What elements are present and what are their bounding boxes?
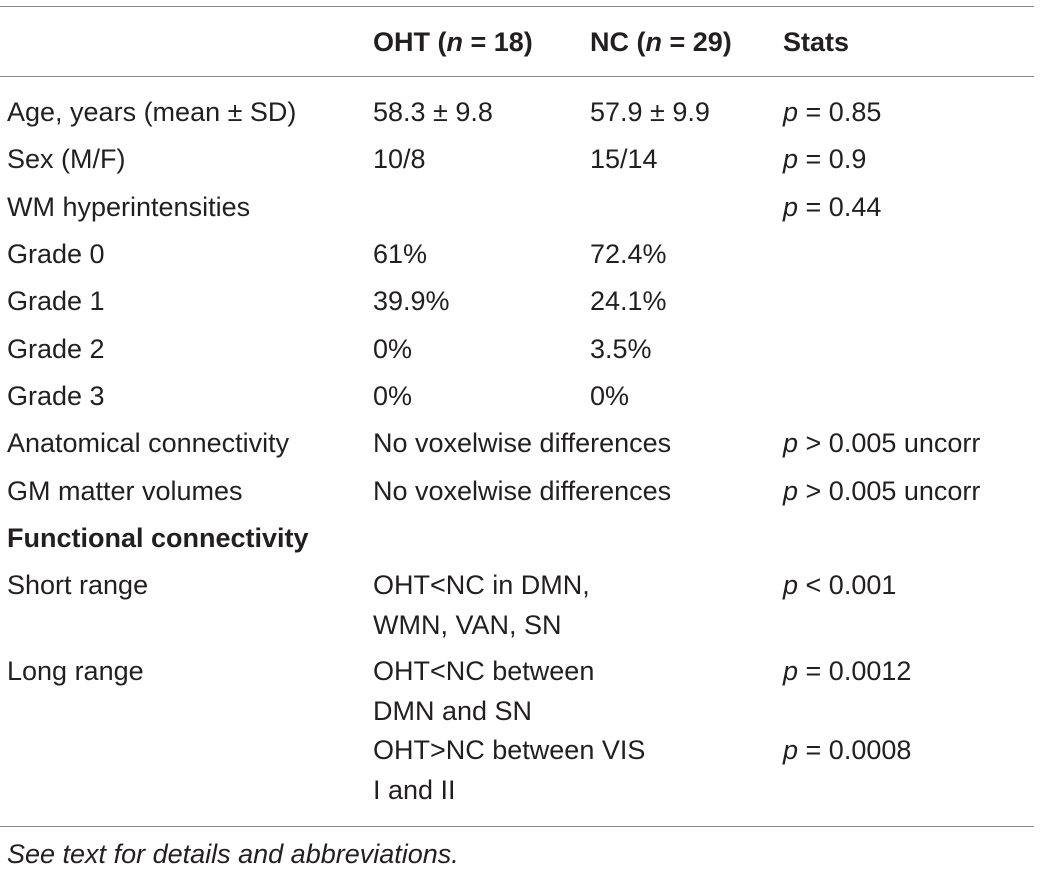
row-label-sex: Sex (M/F) (7, 144, 126, 174)
top-rule (0, 6, 1034, 7)
row-label-short-range: Short range (7, 570, 149, 600)
long-range-2-stat: p = 0.0008 (783, 735, 912, 765)
row-label-gm: GM matter volumes (7, 476, 243, 506)
wm-stat: p = 0.44 (783, 192, 882, 222)
row-label-wm: WM hyperintensities (7, 192, 251, 222)
long-range-2-line1: OHT>NC between VIS (373, 735, 646, 765)
age-stat: p = 0.85 (783, 97, 882, 127)
row-label-age: Age, years (mean ± SD) (7, 97, 297, 127)
long-range-1-line2: DMN and SN (373, 696, 533, 726)
gm-stat: p > 0.005 uncorr (783, 476, 981, 506)
grade3-nc: 0% (590, 381, 630, 411)
row-label-grade3: Grade 3 (7, 381, 105, 411)
header-oht: OHT (n = 18) (373, 27, 533, 57)
row-label-long-range: Long range (7, 656, 144, 686)
grade2-oht: 0% (373, 334, 413, 364)
grade2-nc: 3.5% (590, 334, 652, 364)
age-nc: 57.9 ± 9.9 (590, 97, 710, 127)
anatomical-stat: p > 0.005 uncorr (783, 428, 981, 458)
anatomical-result: No voxelwise differences (373, 428, 672, 458)
sex-stat: p = 0.9 (783, 144, 867, 174)
row-label-grade2: Grade 2 (7, 334, 105, 364)
section-heading-functional: Functional connectivity (7, 523, 309, 553)
header-stats: Stats (783, 27, 850, 57)
gm-result: No voxelwise differences (373, 476, 672, 506)
table-footnote: See text for details and abbreviations. (7, 839, 459, 869)
bottom-rule (0, 826, 1034, 827)
sex-oht: 10/8 (373, 144, 426, 174)
long-range-1-line1: OHT<NC between (373, 656, 595, 686)
short-range-line1: OHT<NC in DMN, (373, 570, 590, 600)
short-range-line2: WMN, VAN, SN (373, 610, 562, 640)
header-nc: NC (n = 29) (590, 27, 732, 57)
long-range-1-stat: p = 0.0012 (783, 656, 912, 686)
grade1-oht: 39.9% (373, 286, 450, 316)
row-label-anatomical: Anatomical connectivity (7, 428, 290, 458)
grade0-oht: 61% (373, 239, 428, 269)
short-range-stat: p < 0.001 (783, 570, 897, 600)
grade0-nc: 72.4% (590, 239, 667, 269)
row-label-grade1: Grade 1 (7, 286, 105, 316)
grade1-nc: 24.1% (590, 286, 667, 316)
sex-nc: 15/14 (590, 144, 658, 174)
header-rule (0, 76, 1034, 77)
grade3-oht: 0% (373, 381, 413, 411)
age-oht: 58.3 ± 9.8 (373, 97, 493, 127)
row-label-grade0: Grade 0 (7, 239, 105, 269)
long-range-2-line2: I and II (373, 775, 456, 805)
